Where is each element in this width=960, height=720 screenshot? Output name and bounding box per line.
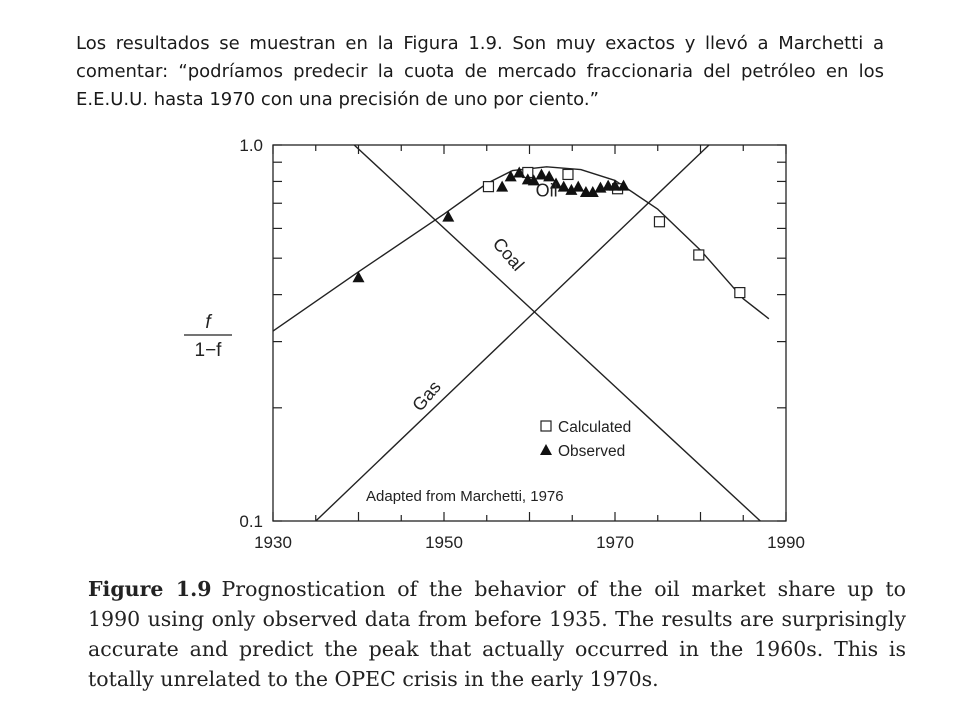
y-label-denominator: 1−f (195, 340, 223, 361)
oil-line-label: Oil (536, 180, 558, 200)
coal-line (353, 144, 761, 522)
x-tick-label: 1930 (254, 533, 292, 552)
y-label-numerator: f (205, 312, 212, 333)
x-tick-label: 1970 (596, 533, 634, 552)
plot-frame (272, 144, 787, 522)
legend-calculated-swatch (540, 420, 552, 432)
figure-label: Figure 1.9 (88, 577, 212, 601)
observed-point (352, 271, 365, 283)
observed-point (565, 183, 578, 195)
observed-point (504, 170, 517, 182)
axis-ticks (272, 144, 787, 522)
y-tick-label: 0.1 (239, 512, 263, 531)
trend-lines (272, 144, 770, 522)
calculated-point (734, 286, 746, 299)
oil-line (272, 166, 770, 332)
gas-line (315, 144, 710, 522)
y-axis-label: f 1−f (184, 312, 232, 361)
figure-caption: Figure 1.9 Prognostication of the behavio… (88, 574, 906, 694)
observed-point (527, 174, 540, 186)
legend-calculated-label: Calculated (558, 419, 631, 436)
observed-point (496, 180, 509, 192)
legend-observed-swatch (540, 444, 552, 455)
observed-point (586, 185, 599, 197)
observed-point (513, 166, 526, 178)
calculated-point (693, 249, 705, 261)
x-tick-label: 1950 (425, 533, 463, 552)
legend-observed-label: Observed (558, 443, 625, 460)
data-markers (352, 166, 746, 299)
observed-point (543, 170, 556, 182)
observed-point (557, 180, 570, 192)
calculated-point (562, 168, 574, 181)
observed-point (535, 168, 548, 180)
observed-point (442, 210, 455, 222)
legend: Calculated Observed (540, 419, 631, 460)
coal-line-label: Coal (489, 234, 528, 275)
chart-annotation: Adapted from Marchetti, 1976 (366, 488, 564, 505)
observed-point (609, 179, 621, 191)
gas-line-label: Gas (408, 377, 445, 415)
tick-labels: 1930 1950 1970 1990 0.1 1.0 (239, 136, 805, 552)
intro-paragraph: Los resultados se muestran en la Figura … (76, 33, 884, 110)
calculated-point (653, 216, 666, 228)
x-tick-label: 1990 (767, 533, 805, 552)
observed-point (617, 179, 630, 191)
calculated-point (482, 181, 495, 193)
observed-point (572, 180, 585, 192)
observed-point (550, 177, 563, 189)
y-tick-label: 1.0 (239, 136, 263, 155)
figure-caption-text: Prognostication of the behavior of the o… (88, 577, 906, 691)
